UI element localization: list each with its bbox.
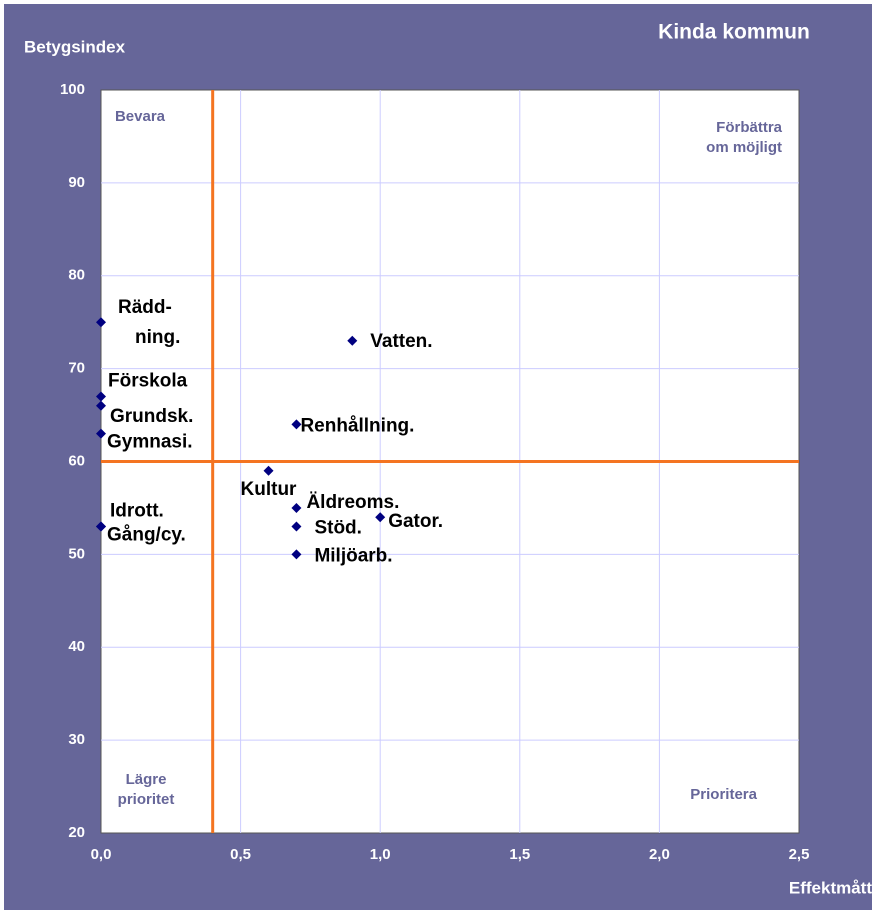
point <box>96 391 106 402</box>
point <box>291 521 302 532</box>
point-label: Gymnasi. <box>107 432 193 453</box>
quadrant-label: Bevara <box>115 108 166 125</box>
point-label: Vatten. <box>370 331 432 352</box>
y-tick-label: 20 <box>68 824 85 841</box>
y-tick-label: 80 <box>68 267 85 284</box>
quadrant-label: Prioritera <box>690 786 757 803</box>
y-axis-title: Betygsindex <box>24 37 126 56</box>
x-axis-title: Effektmått <box>789 878 872 897</box>
point <box>375 512 386 523</box>
point <box>96 317 106 328</box>
point-label: Idrott. <box>110 501 164 522</box>
point <box>291 502 302 513</box>
point <box>96 428 106 439</box>
point-label: Renhållning. <box>300 415 414 436</box>
chart-title: Kinda kommun <box>658 21 810 44</box>
point <box>291 419 302 430</box>
point-label: Gator. <box>388 511 443 532</box>
point-label: Grundsk. <box>110 406 193 427</box>
y-tick-label: 30 <box>68 731 85 748</box>
point-label: Äldreoms. <box>306 492 399 513</box>
quadrant-label: Förbättra <box>716 119 782 136</box>
point-label: ning. <box>135 327 180 348</box>
point <box>347 335 358 346</box>
x-tick-label: 1,0 <box>370 846 391 863</box>
x-tick-label: 0,0 <box>91 846 112 863</box>
point-label: Gång/cy. <box>107 525 186 546</box>
quadrant-label: om möjligt <box>706 139 782 156</box>
point-label: Miljöarb. <box>314 545 392 566</box>
x-tick-label: 2,0 <box>649 846 670 863</box>
y-tick-label: 60 <box>68 452 85 469</box>
y-tick-label: 70 <box>68 360 85 377</box>
point <box>96 400 106 411</box>
x-tick-label: 2,5 <box>789 846 810 863</box>
point-label: Stöd. <box>314 518 362 539</box>
y-tick-label: 50 <box>68 545 85 562</box>
point-label: Kultur <box>241 479 298 500</box>
x-tick-label: 0,5 <box>230 846 251 863</box>
quadrant-label: Lägre <box>126 771 167 788</box>
point-label: Rädd- <box>118 297 172 318</box>
point <box>291 549 302 560</box>
quadrant-label: prioritet <box>118 791 175 808</box>
x-tick-label: 1,5 <box>509 846 530 863</box>
y-tick-label: 100 <box>60 81 85 98</box>
point <box>96 521 106 532</box>
y-tick-label: 90 <box>68 174 85 191</box>
point-label: Förskola <box>108 371 188 392</box>
point <box>263 465 274 476</box>
y-tick-label: 40 <box>68 638 85 655</box>
